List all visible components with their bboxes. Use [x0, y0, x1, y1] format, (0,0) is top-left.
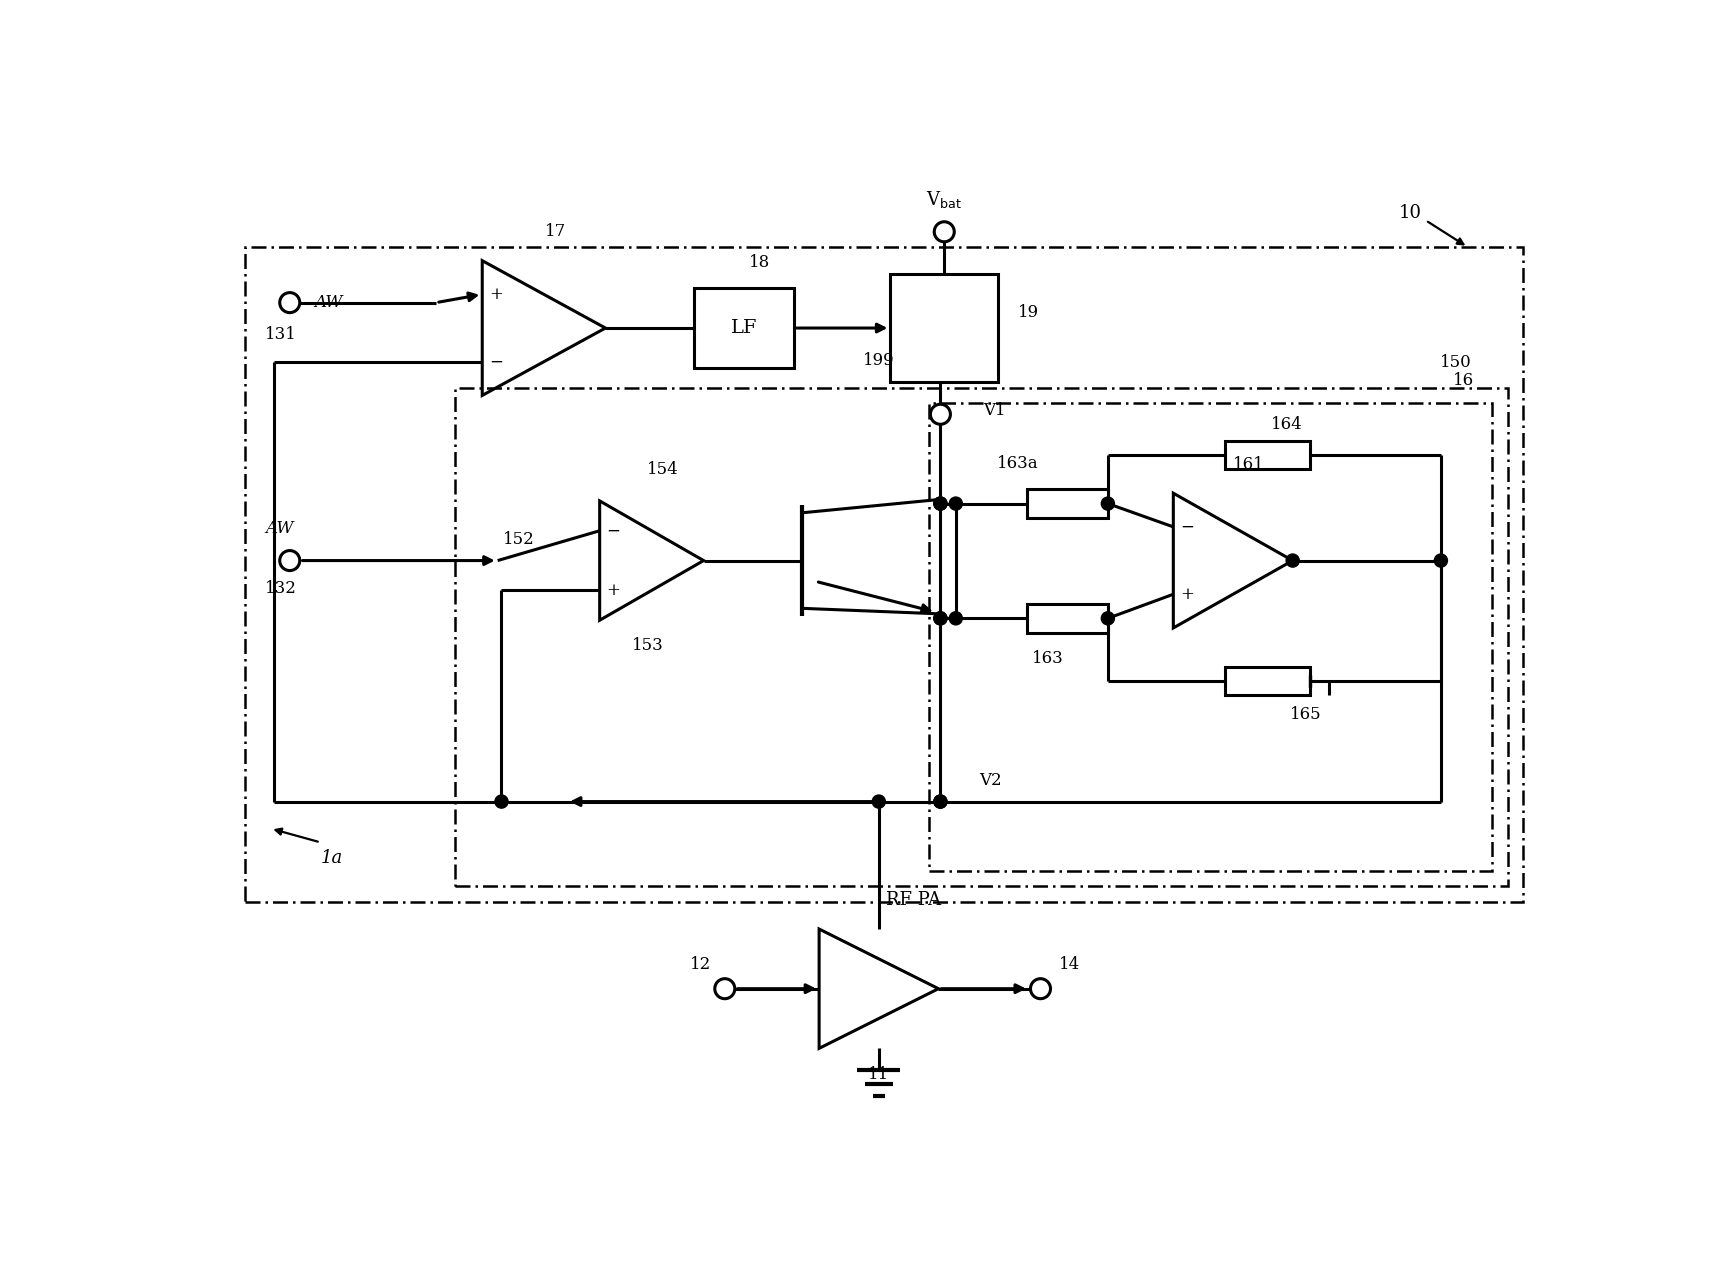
Circle shape — [949, 497, 963, 510]
Circle shape — [934, 612, 947, 624]
Text: +: + — [607, 582, 621, 599]
Text: 17: 17 — [545, 223, 565, 240]
Text: V$_{\rm bat}$: V$_{\rm bat}$ — [927, 189, 961, 209]
Text: 153: 153 — [631, 637, 664, 654]
Text: V2: V2 — [979, 771, 1001, 788]
Bar — [1027, 489, 1108, 518]
Text: 16: 16 — [1454, 372, 1475, 389]
Text: 161: 161 — [1233, 456, 1264, 472]
Circle shape — [494, 796, 508, 808]
Text: 14: 14 — [1060, 955, 1081, 973]
Circle shape — [934, 796, 947, 808]
Text: 18: 18 — [749, 254, 769, 271]
Circle shape — [1435, 554, 1447, 567]
Bar — [1027, 604, 1108, 633]
Text: 165: 165 — [1290, 706, 1323, 723]
Text: 12: 12 — [690, 955, 711, 973]
Text: 152: 152 — [503, 530, 534, 548]
Text: 199: 199 — [863, 352, 894, 369]
Bar — [928, 404, 1492, 871]
Circle shape — [934, 612, 947, 624]
Bar — [1226, 442, 1311, 469]
Circle shape — [949, 612, 963, 624]
Text: 131: 131 — [265, 326, 297, 342]
Circle shape — [934, 497, 947, 510]
Circle shape — [1101, 612, 1115, 624]
Text: RF PA: RF PA — [885, 891, 941, 909]
Bar — [455, 388, 1508, 886]
Text: 164: 164 — [1271, 416, 1302, 433]
Text: 11: 11 — [868, 1066, 889, 1083]
Text: V1: V1 — [982, 402, 1005, 419]
Text: AW: AW — [315, 294, 342, 312]
Text: 132: 132 — [265, 580, 297, 596]
Text: LF: LF — [731, 319, 757, 337]
Text: 10: 10 — [1399, 203, 1421, 221]
Text: 19: 19 — [1018, 304, 1039, 321]
Circle shape — [934, 796, 947, 808]
Text: −: − — [1181, 518, 1195, 535]
Circle shape — [871, 796, 885, 808]
Bar — [890, 275, 998, 382]
Text: +: + — [489, 286, 503, 303]
Bar — [246, 248, 1523, 902]
Text: −: − — [607, 522, 621, 539]
Text: 163a: 163a — [996, 455, 1037, 472]
Circle shape — [1286, 554, 1298, 567]
Bar — [693, 287, 794, 369]
Text: +: + — [1181, 586, 1195, 603]
Text: 163: 163 — [1032, 650, 1063, 667]
Bar — [1226, 667, 1311, 695]
Text: 154: 154 — [647, 461, 679, 478]
Circle shape — [934, 497, 947, 510]
Circle shape — [1101, 497, 1115, 510]
Text: AW: AW — [265, 520, 294, 536]
Text: 150: 150 — [1440, 354, 1471, 372]
Text: −: − — [489, 354, 503, 370]
Text: 1a: 1a — [322, 849, 344, 867]
